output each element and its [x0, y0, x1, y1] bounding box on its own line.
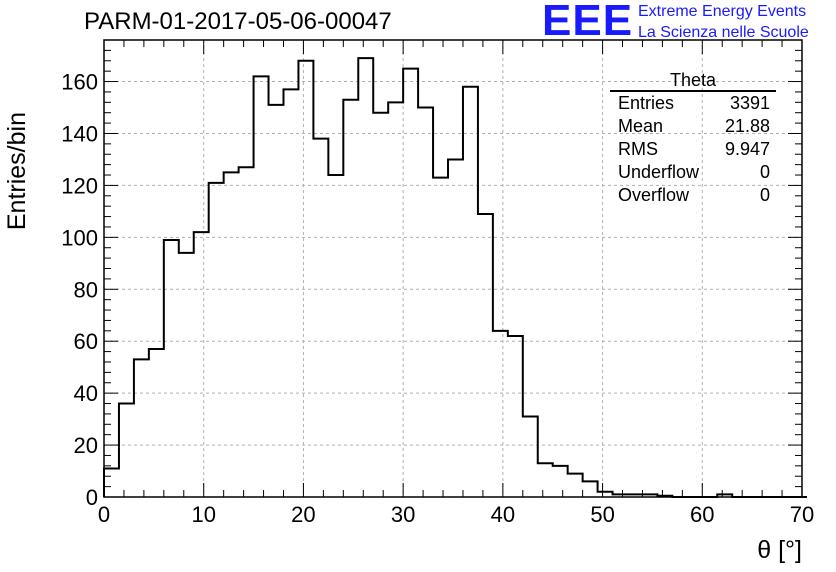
y-tick-label: 0: [86, 485, 98, 510]
chart-title: PARM-01-2017-05-06-00047: [84, 8, 392, 35]
histogram-bar: [343, 100, 358, 497]
histogram-bar: [538, 463, 553, 497]
y-tick-label: 20: [74, 433, 98, 458]
histogram-bar: [418, 108, 433, 497]
histogram-bar: [463, 87, 478, 497]
histogram-bar: [179, 253, 194, 497]
histogram-bar: [269, 105, 284, 497]
stats-row-mean: Mean 21.88: [610, 115, 776, 138]
histogram-bar: [328, 175, 343, 497]
stats-label: RMS: [618, 139, 658, 159]
y-tick-label: 40: [74, 381, 98, 406]
histogram-bar: [254, 76, 269, 497]
x-tick-label: 50: [590, 502, 614, 527]
histogram-bar: [523, 417, 538, 497]
stats-box: Theta Entries 3391 Mean 21.88 RMS 9.947 …: [610, 70, 776, 207]
stats-value: 21.88: [724, 116, 770, 136]
histogram-bar: [239, 167, 254, 497]
histogram-bar: [164, 240, 179, 497]
stats-label: Mean: [618, 116, 664, 136]
stats-title: Theta: [610, 70, 776, 92]
stats-label: Underflow: [618, 162, 700, 182]
histogram-bar: [209, 183, 224, 497]
stats-label: Entries: [618, 93, 675, 113]
stats-row-underflow: Underflow 0: [610, 161, 776, 184]
histogram-bar: [104, 468, 119, 497]
logo-tagline-2: La Scienza nelle Scuole: [638, 24, 809, 41]
histogram-bar: [388, 102, 403, 497]
stats-label: Overflow: [618, 185, 690, 205]
stats-value: 9.947: [724, 139, 770, 159]
histogram-outline: [103, 57, 807, 498]
plot-frame: [103, 39, 803, 498]
histogram-bar: [313, 139, 328, 497]
x-tick-label: 0: [98, 502, 110, 527]
x-tick-label: 10: [191, 502, 215, 527]
y-tick-label: 60: [74, 329, 98, 354]
stats-value: 3391: [729, 93, 770, 113]
histogram-bar: [224, 172, 239, 497]
y-tick-label: 120: [61, 173, 98, 198]
y-tick-label: 140: [61, 121, 98, 146]
histogram-bar: [373, 113, 388, 497]
histogram-bar: [493, 331, 508, 497]
logo-tagline-1: Extreme Energy Events: [638, 3, 807, 20]
histogram-bar: [134, 359, 149, 497]
x-axis-label: θ [°]: [757, 536, 802, 564]
histogram-bar: [568, 474, 583, 497]
histogram-bar: [283, 89, 298, 497]
eee-logo: EEE: [542, 0, 634, 45]
histogram-bar: [298, 61, 313, 497]
histogram-bar: [194, 232, 209, 497]
histogram-bar: [448, 159, 463, 497]
y-tick-label: 80: [74, 277, 98, 302]
x-tick-label: 40: [491, 502, 515, 527]
y-tick-label: 160: [61, 70, 98, 95]
x-tick-label: 30: [391, 502, 415, 527]
histogram-bar: [358, 58, 373, 497]
histogram-bar: [553, 466, 568, 497]
x-tick-label: 60: [690, 502, 714, 527]
x-tick-label: 20: [291, 502, 315, 527]
stats-row-rms: RMS 9.947: [610, 138, 776, 161]
histogram-bar: [403, 69, 418, 497]
stats-row-entries: Entries 3391: [610, 92, 776, 115]
y-tick-label: 100: [61, 225, 98, 250]
histogram-bar: [433, 178, 448, 497]
stats-value: 0: [759, 185, 770, 205]
histogram-bar: [119, 404, 134, 497]
y-axis-label: Entries/bin: [3, 112, 31, 231]
histogram-bar: [508, 336, 523, 497]
histogram-bar: [149, 349, 164, 497]
histogram-bar: [583, 481, 598, 497]
stats-row-overflow: Overflow 0: [610, 184, 776, 207]
x-tick-label: 70: [790, 502, 814, 527]
stats-value: 0: [759, 162, 770, 182]
histogram-bar: [478, 214, 493, 497]
